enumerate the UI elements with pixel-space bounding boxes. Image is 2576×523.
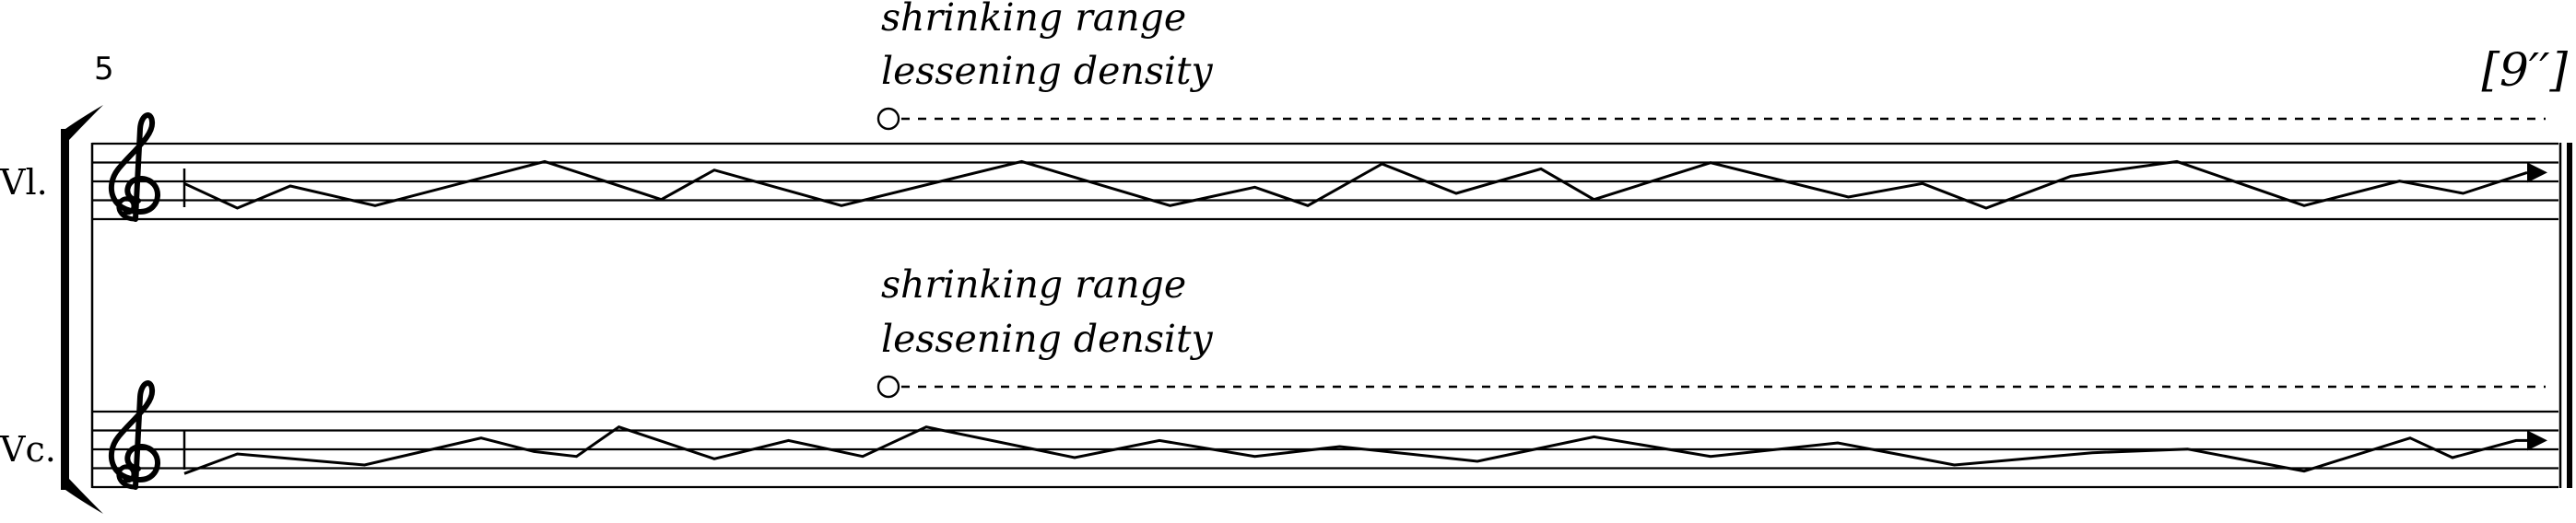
treble-clef-icon <box>108 380 160 490</box>
niente-circle <box>876 107 900 131</box>
staff-cello: Vc. shrinking range lessening density <box>0 262 2558 490</box>
staff-lines <box>92 142 2558 221</box>
pitch-contour-line <box>183 159 2528 210</box>
system-bracket <box>61 105 103 514</box>
annotation-line-2: lessening density <box>881 49 1213 93</box>
treble-clef-icon <box>108 112 160 222</box>
annotation-line-1: shrinking range <box>881 0 1186 40</box>
niente-circle <box>876 375 900 399</box>
staff-violin: Vl. shrinking range lessening density <box>0 0 2558 222</box>
pitch-contour-line <box>183 425 2527 475</box>
arrowhead-icon <box>2527 162 2547 183</box>
final-barline <box>2558 143 2572 488</box>
measure-number: 5 <box>94 51 114 87</box>
instrument-label: Vl. <box>0 162 48 203</box>
duration-marker: [9′′] <box>2481 43 2568 97</box>
instrument-label: Vc. <box>0 429 56 470</box>
arrowhead-icon <box>2527 430 2547 451</box>
annotation-line-2: lessening density <box>881 317 1213 361</box>
annotation-line-1: shrinking range <box>881 262 1186 307</box>
